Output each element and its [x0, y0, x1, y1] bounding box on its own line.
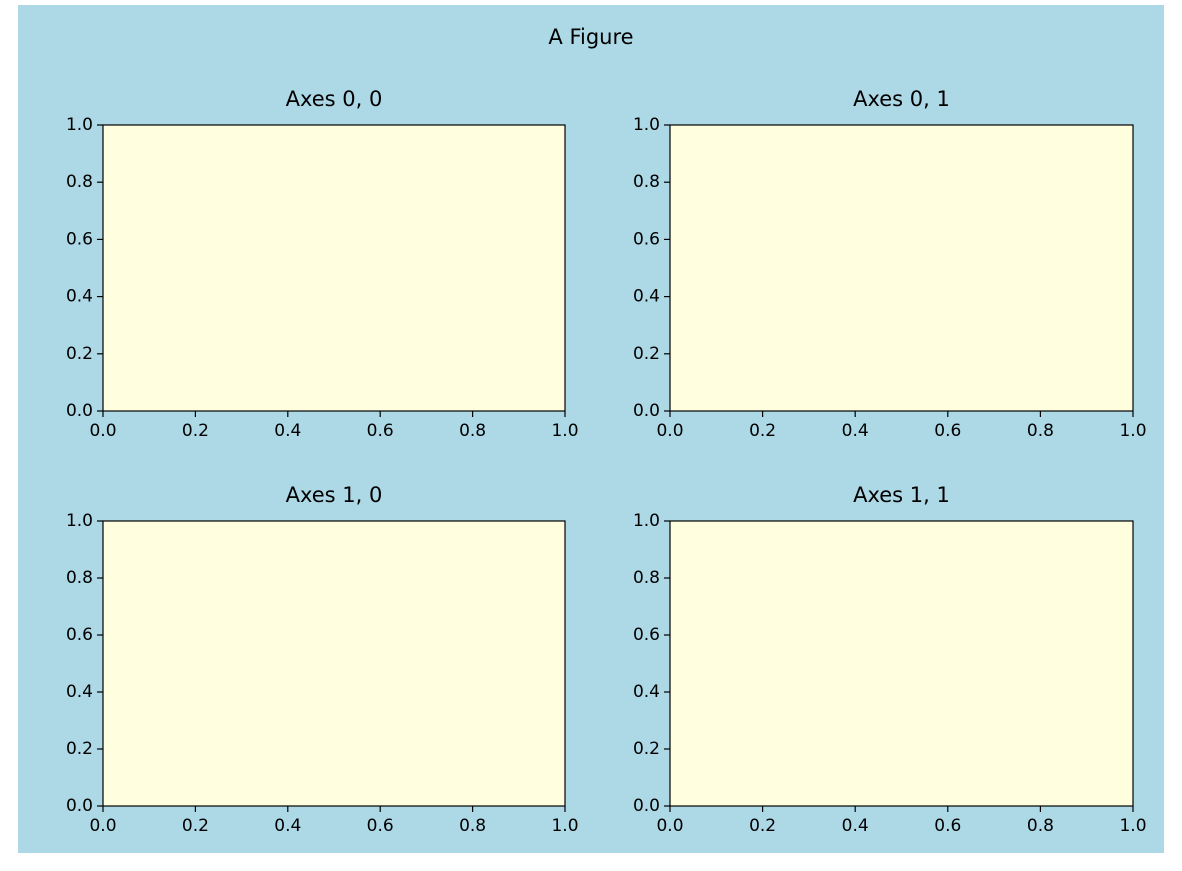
y-tick-label: 0.4: [633, 287, 660, 307]
y-tick-label: 0.6: [633, 229, 660, 249]
axes-frame: [102, 124, 566, 412]
axes-frame: [102, 520, 566, 807]
axes-title: Axes 0, 0: [286, 87, 383, 111]
x-tick-label: 0.8: [1027, 421, 1054, 441]
y-tick-label: 0.4: [633, 682, 660, 702]
y-tick-label: 0.6: [633, 625, 660, 645]
x-tick-label: 0.8: [459, 816, 486, 836]
y-tick-label: 0.8: [633, 568, 660, 588]
x-tick-label: 0.2: [182, 816, 209, 836]
x-tick-label: 0.4: [842, 816, 869, 836]
y-tick-label: 0.2: [66, 344, 93, 364]
y-tick-label: 0.2: [66, 739, 93, 759]
x-tick-label: 0.6: [934, 421, 961, 441]
x-tick-label: 0.6: [367, 421, 394, 441]
x-tick-label: 0.2: [749, 816, 776, 836]
y-tick-label: 0.2: [633, 739, 660, 759]
y-tick-label: 1.0: [633, 115, 660, 135]
axes-title: Axes 1, 0: [286, 483, 383, 507]
y-tick-label: 0.8: [633, 172, 660, 192]
axes-background: [670, 521, 1133, 806]
y-tick-label: 0.4: [66, 287, 93, 307]
x-tick-label: 0.6: [934, 816, 961, 836]
x-tick-label: 1.0: [1119, 816, 1146, 836]
y-tick-label: 0.6: [66, 229, 93, 249]
x-tick-label: 0.4: [274, 816, 301, 836]
y-tick-label: 0.6: [66, 625, 93, 645]
figure-title: A Figure: [548, 25, 633, 49]
y-tick-label: 0.4: [66, 682, 93, 702]
axes-background: [103, 521, 565, 806]
x-tick-label: 1.0: [551, 421, 578, 441]
x-tick-label: 0.2: [749, 421, 776, 441]
y-tick-label: 0.2: [633, 344, 660, 364]
x-tick-label: 0.0: [89, 421, 116, 441]
y-tick-label: 0.0: [633, 401, 660, 421]
axes-background: [670, 125, 1133, 411]
axes-frame: [669, 520, 1134, 807]
y-tick-label: 0.0: [66, 401, 93, 421]
y-tick-label: 0.8: [66, 568, 93, 588]
y-tick-label: 0.0: [633, 796, 660, 816]
x-tick-label: 1.0: [551, 816, 578, 836]
x-tick-label: 0.0: [656, 816, 683, 836]
x-tick-label: 0.2: [182, 421, 209, 441]
x-tick-label: 0.8: [459, 421, 486, 441]
y-tick-label: 1.0: [66, 115, 93, 135]
x-tick-label: 0.4: [274, 421, 301, 441]
axes-title: Axes 1, 1: [853, 483, 950, 507]
y-tick-label: 0.8: [66, 172, 93, 192]
axes-background: [103, 125, 565, 411]
x-tick-label: 0.8: [1027, 816, 1054, 836]
x-tick-label: 0.0: [89, 816, 116, 836]
x-tick-label: 0.4: [842, 421, 869, 441]
x-tick-label: 1.0: [1119, 421, 1146, 441]
y-tick-label: 0.0: [66, 796, 93, 816]
y-tick-label: 1.0: [633, 511, 660, 531]
y-tick-label: 1.0: [66, 511, 93, 531]
axes-title: Axes 0, 1: [853, 87, 950, 111]
x-tick-label: 0.0: [656, 421, 683, 441]
x-tick-label: 0.6: [367, 816, 394, 836]
axes-frame: [669, 124, 1134, 412]
